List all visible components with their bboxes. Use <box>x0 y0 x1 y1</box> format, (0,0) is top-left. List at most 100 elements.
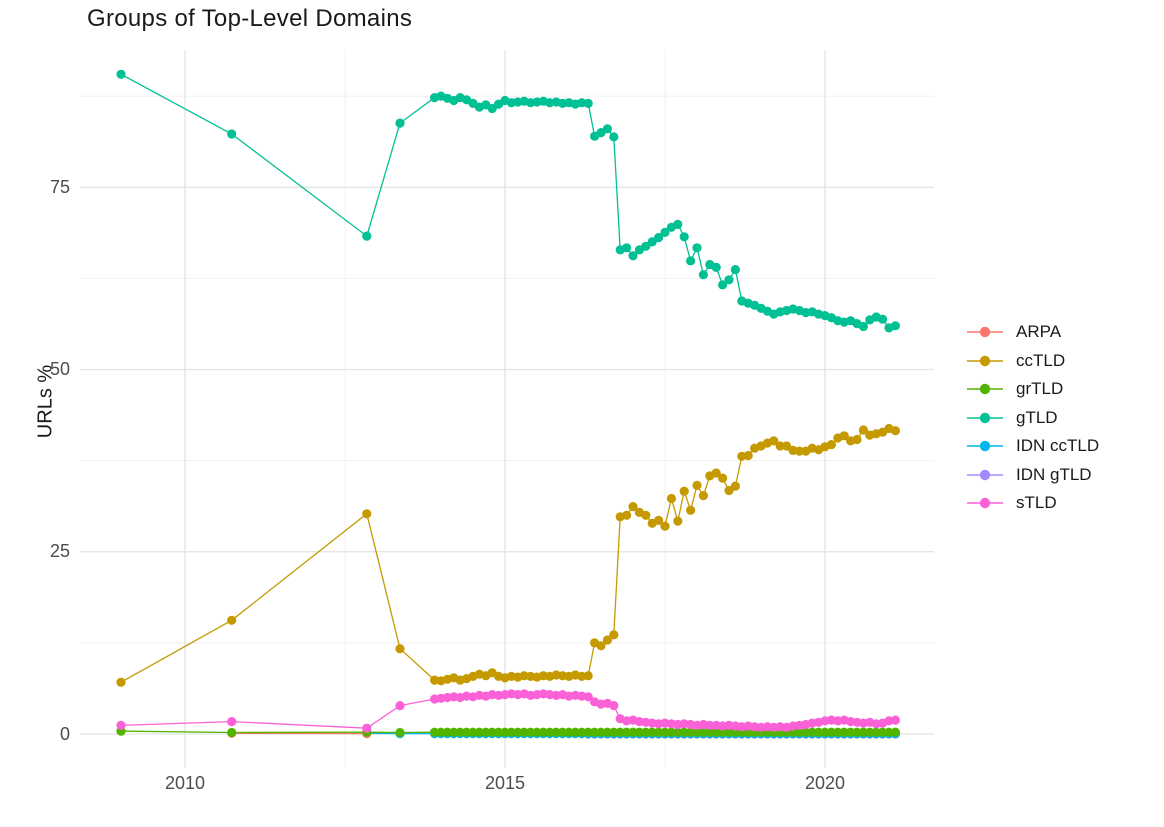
data-point <box>583 98 593 108</box>
data-point <box>468 727 478 737</box>
data-point <box>692 243 702 253</box>
data-point <box>660 521 670 531</box>
data-point <box>724 727 734 737</box>
data-point <box>628 727 638 737</box>
data-point <box>698 491 709 501</box>
legend-item-stld: sTLD <box>966 493 1099 513</box>
data-point <box>545 727 555 737</box>
data-point <box>890 426 901 436</box>
data-point <box>858 727 869 737</box>
data-point <box>698 727 709 737</box>
data-point <box>430 727 440 737</box>
data-point <box>116 677 126 687</box>
data-point <box>487 727 497 737</box>
data-point <box>660 227 670 237</box>
data-point <box>890 727 901 737</box>
legend-key-icon <box>967 412 1003 423</box>
legend-label: gTLD <box>1016 407 1058 427</box>
data-point <box>686 505 696 515</box>
y-tick-0: 0 <box>59 724 70 744</box>
data-point <box>679 486 689 496</box>
data-point <box>596 727 606 737</box>
legend-item-idn-cctld: IDN ccTLD <box>966 436 1099 456</box>
data-point <box>500 727 510 737</box>
data-point <box>724 275 734 285</box>
data-point <box>602 124 613 134</box>
data-point <box>609 132 619 142</box>
legend-item-arpa: ARPA <box>966 322 1099 342</box>
data-point <box>724 485 734 496</box>
data-point <box>814 727 824 737</box>
legend-item-cctld: ccTLD <box>966 351 1099 371</box>
data-point <box>775 441 785 451</box>
data-point <box>564 727 574 737</box>
data-point <box>474 727 484 737</box>
data-point <box>801 727 811 737</box>
data-point <box>654 515 664 526</box>
data-point <box>686 256 696 266</box>
legend-key-icon <box>967 383 1003 395</box>
data-point <box>506 727 516 737</box>
data-point <box>794 446 805 456</box>
data-point <box>718 473 728 483</box>
x-tick-2020: 2020 <box>804 773 846 793</box>
data-point <box>615 727 625 737</box>
data-point <box>609 701 619 711</box>
legend-label: ARPA <box>1016 322 1062 341</box>
data-point <box>679 727 689 737</box>
data-point <box>395 644 405 654</box>
data-point <box>449 727 459 737</box>
data-point <box>596 641 606 651</box>
data-point <box>641 727 651 737</box>
data-point <box>858 321 869 332</box>
data-point <box>481 727 491 737</box>
data-point <box>878 727 888 737</box>
data-point <box>532 727 542 737</box>
data-point <box>679 232 689 242</box>
data-point <box>622 727 632 737</box>
legend-label: sTLD <box>1016 493 1057 512</box>
legend-label: IDN ccTLD <box>1016 436 1100 455</box>
data-point <box>602 727 613 737</box>
data-point <box>436 727 446 737</box>
data-point <box>884 727 894 737</box>
data-point <box>666 493 677 504</box>
data-point <box>839 727 849 737</box>
data-point <box>641 510 651 520</box>
data-point <box>807 727 817 737</box>
data-point <box>871 727 881 737</box>
data-point <box>647 727 657 737</box>
chart-title: Groups of Top-Level Domains <box>87 5 413 32</box>
data-point <box>455 727 465 737</box>
series-line-gtld <box>120 73 896 329</box>
legend-key-icon <box>967 355 1003 366</box>
data-point <box>462 727 472 737</box>
data-point <box>782 441 792 451</box>
legend-key-icon <box>967 497 1003 509</box>
y-tick-50: 50 <box>49 359 70 379</box>
data-point <box>839 431 849 441</box>
data-point <box>634 727 645 737</box>
data-point <box>628 502 638 512</box>
data-point <box>743 450 753 461</box>
data-point <box>673 516 683 526</box>
legend-key-icon <box>967 469 1003 480</box>
data-point <box>227 615 237 625</box>
data-point <box>551 727 561 737</box>
data-point <box>227 717 237 727</box>
data-point <box>890 715 901 725</box>
data-point <box>395 701 405 711</box>
data-point <box>730 481 741 491</box>
data-point <box>362 509 372 519</box>
data-point <box>362 723 372 733</box>
data-point <box>730 265 741 275</box>
data-point <box>833 727 843 737</box>
data-point <box>660 727 670 737</box>
data-point <box>487 103 497 114</box>
y-tick-25: 25 <box>49 541 70 561</box>
data-point <box>526 727 536 737</box>
data-point <box>116 720 126 730</box>
legend-label: ccTLD <box>1016 350 1066 370</box>
